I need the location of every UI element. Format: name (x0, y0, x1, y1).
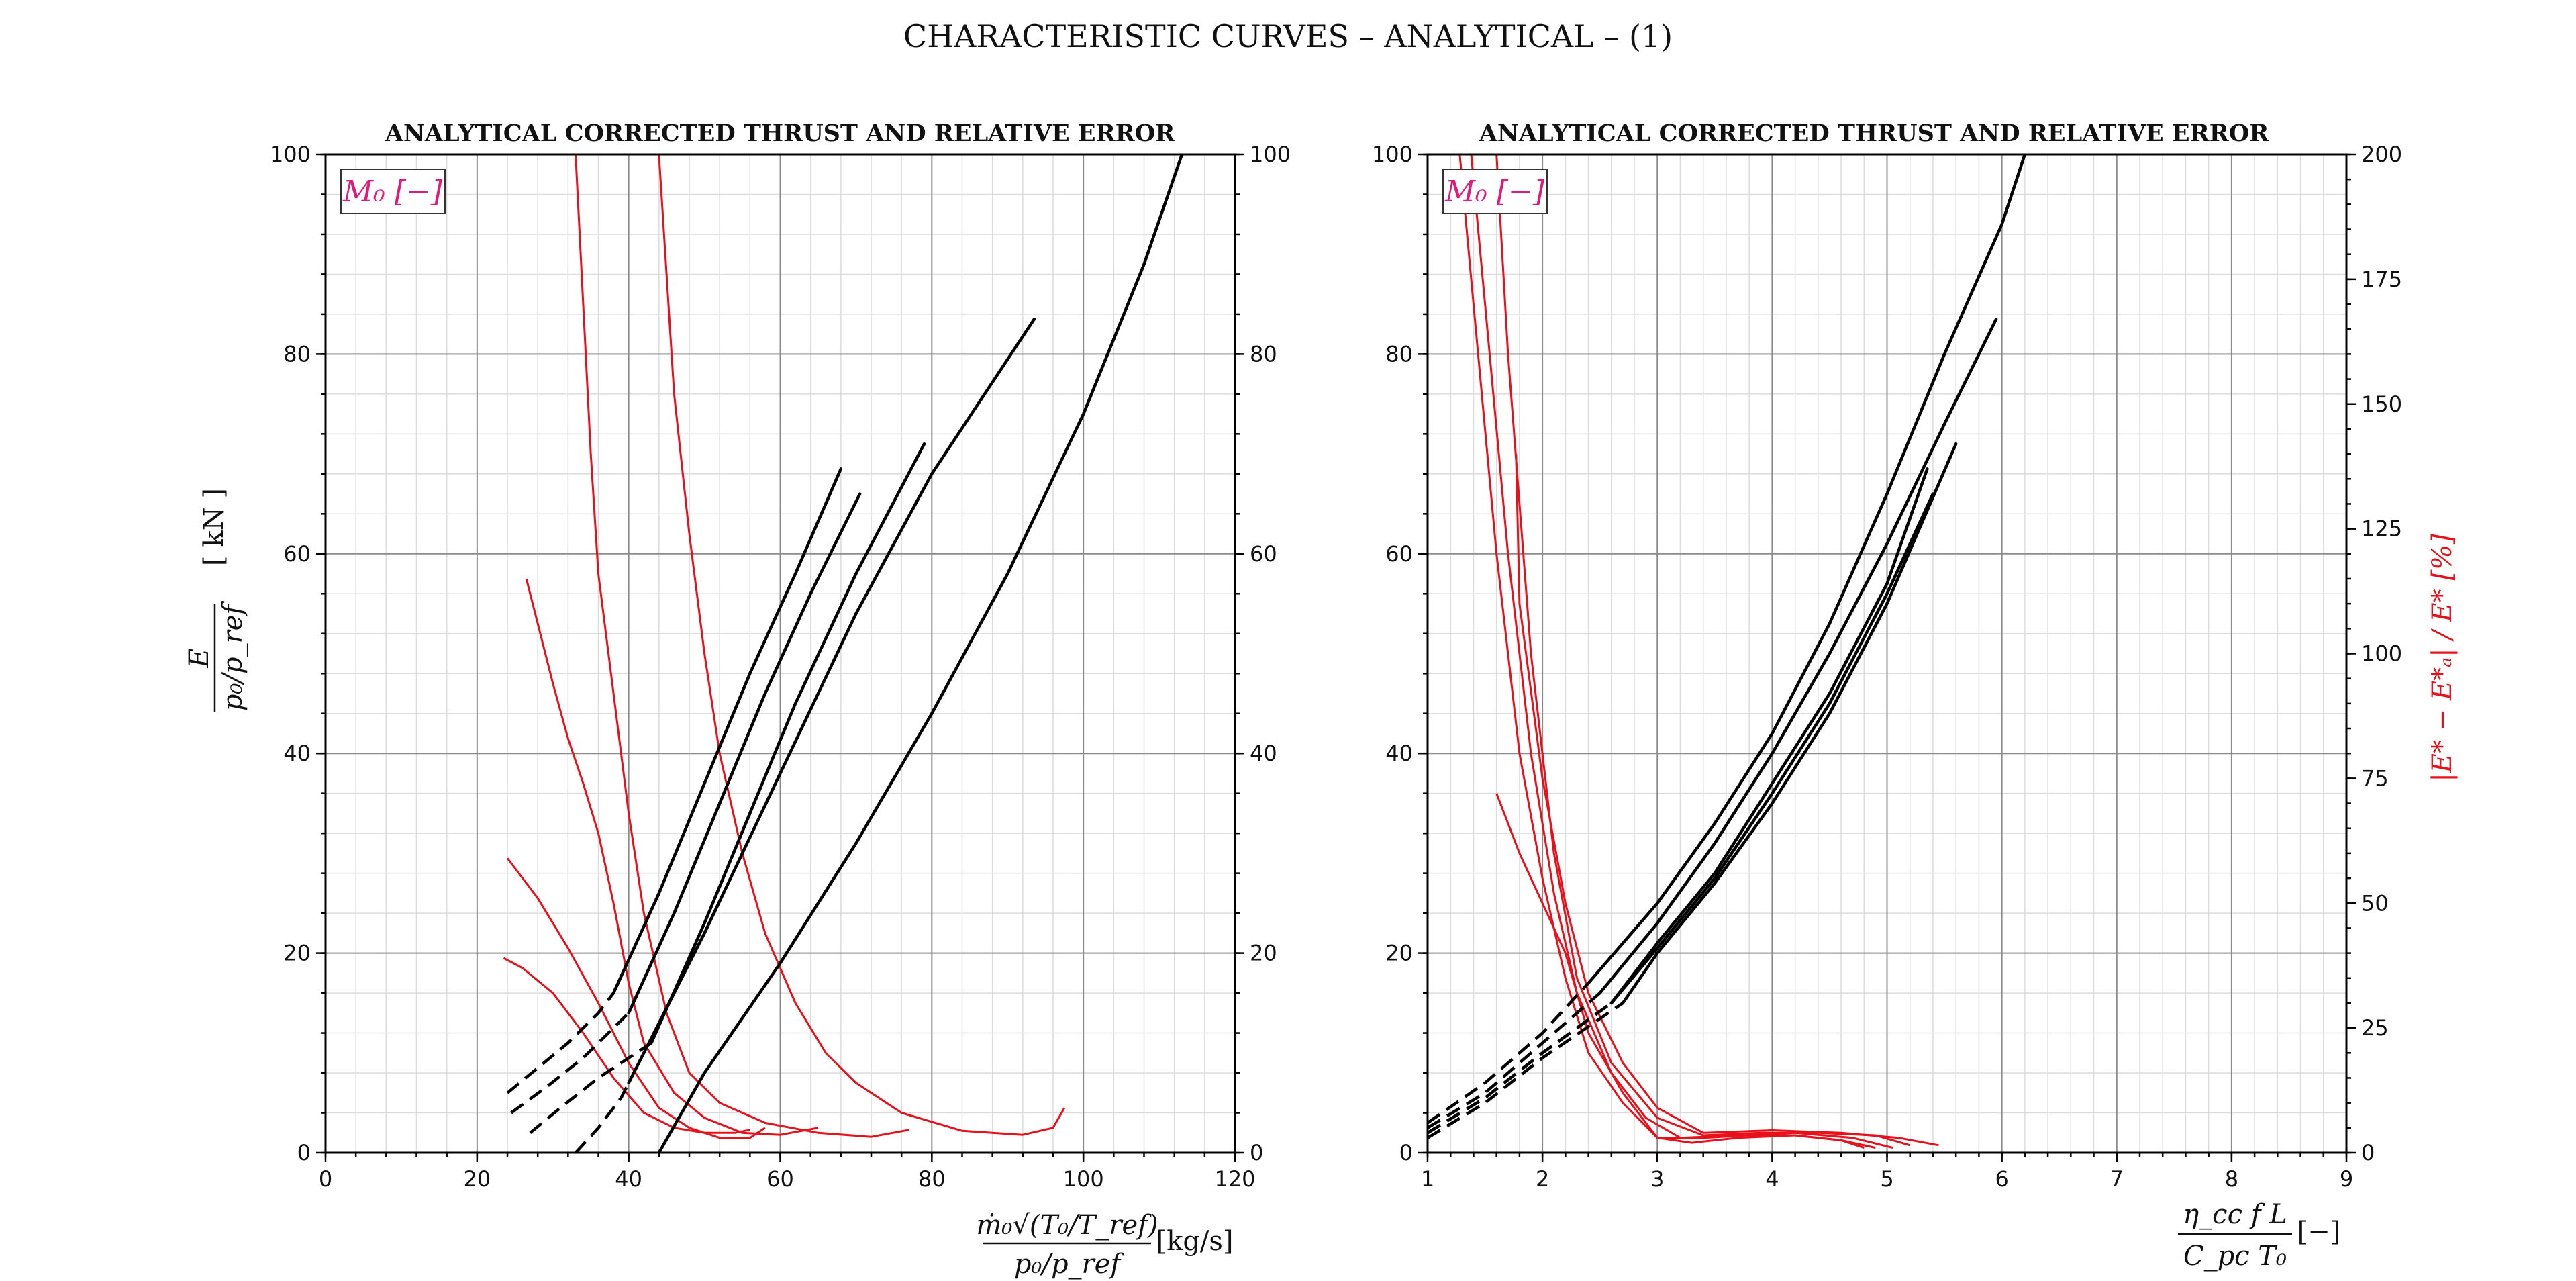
y2-tick-label: 20 (1250, 941, 1277, 966)
y-tick-label: 0 (1399, 1140, 1413, 1166)
y2-tick-label: 150 (2361, 391, 2402, 417)
thrust-curve-dashed-2 (1428, 992, 1601, 1129)
x-tick-label: 9 (2340, 1166, 2353, 1192)
y2-tick-label: 50 (2361, 890, 2389, 916)
y-tick-label: 60 (283, 541, 311, 567)
y-tick-label: 80 (1385, 341, 1413, 367)
thrust-curve-5 (1621, 442, 1958, 1005)
thrust-curve-3 (650, 442, 926, 1045)
thrust-curve-2 (627, 492, 862, 1015)
y-tick-label: 20 (1385, 941, 1413, 966)
thrust-curve-dashed-4 (574, 1082, 630, 1153)
left-y-axis-label: E p₀/p_ref [ kN ] (184, 488, 248, 712)
y-label-numerator: E (184, 648, 215, 668)
thrust-curve-1 (611, 467, 843, 995)
y-tick-label: 100 (1372, 142, 1413, 167)
thrust-curve-dashed-3 (529, 1041, 652, 1135)
thrust-curve-3 (1609, 467, 1929, 1005)
x-tick-label: 1 (1421, 1166, 1434, 1192)
x-tick-label: 80 (918, 1166, 946, 1192)
x-label-numerator: ṁ₀√(T₀/T_ref) (976, 1210, 1158, 1241)
y-label-denominator: p₀/p_ref (217, 601, 248, 712)
y2-label-text: |E* − E*ₐ| / E* [%] (2427, 534, 2458, 782)
thrust-curve-2 (1598, 318, 1998, 995)
thrust-curve-dashed-5 (1428, 1002, 1624, 1139)
y-tick-label: 60 (1385, 541, 1413, 567)
right-chart-curves (1428, 154, 2027, 1149)
x-tick-label: 6 (1995, 1166, 2008, 1192)
x-label-numerator: η_cc f L (2183, 1199, 2287, 1230)
x-label-denominator: C_pc T₀ (2183, 1241, 2287, 1272)
x-tick-label: 120 (1214, 1166, 1255, 1192)
error-curve-1 (503, 957, 750, 1134)
y2-tick-label: 60 (1250, 541, 1277, 567)
right-chart-title: ANALYTICAL CORRECTED THRUST AND RELATIVE… (1479, 120, 2269, 147)
y2-tick-label: 125 (2361, 516, 2402, 542)
y2-tick-label: 175 (2361, 267, 2402, 292)
error-curve-5 (1515, 454, 1939, 1147)
y-label-unit: [ kN ] (199, 488, 230, 566)
x-label-denominator: p₀/p_ref (1014, 1249, 1125, 1280)
y2-tick-label: 80 (1250, 341, 1277, 367)
x-label-unit: [−] (2297, 1217, 2341, 1247)
x-tick-label: 4 (1765, 1166, 1779, 1192)
y2-tick-label: 100 (2361, 641, 2402, 667)
y-tick-label: 100 (270, 142, 311, 167)
x-tick-label: 20 (463, 1166, 491, 1192)
y-tick-label: 80 (283, 341, 311, 367)
y2-tick-label: 25 (2361, 1015, 2389, 1041)
x-tick-label: 2 (1536, 1166, 1549, 1192)
thrust-curve-1 (1587, 154, 2027, 985)
y2-tick-label: 75 (2361, 765, 2389, 791)
x-tick-label: 8 (2225, 1166, 2238, 1192)
x-tick-label: 60 (766, 1166, 794, 1192)
right-chart-ticks: 1 2 3 4 5 6 7 8 90204060801000255075100125150175… (1372, 142, 2402, 1192)
error-curve-3 (525, 578, 819, 1136)
x-tick-label: 5 (1880, 1166, 1893, 1192)
y-tick-label: 0 (297, 1140, 311, 1166)
y2-tick-label: 100 (1250, 142, 1291, 167)
right-y2-axis-label: |E* − E*ₐ| / E* [%] (2427, 534, 2458, 782)
figure-title: CHARACTERISTIC CURVES – ANALYTICAL – (1) (903, 18, 1673, 54)
y-tick-label: 40 (1385, 741, 1413, 766)
x-tick-label: 100 (1063, 1166, 1104, 1192)
right-chart-grid (1427, 154, 2347, 1153)
error-curve-4 (575, 154, 909, 1138)
legend-mach-label: M₀ [−] (1444, 175, 1545, 209)
legend-mach-label: M₀ [−] (342, 175, 443, 209)
left-chart-curves (503, 154, 1184, 1153)
left-chart-legend: M₀ [−] (340, 169, 446, 214)
left-chart-grid (325, 154, 1236, 1153)
thrust-curve-dashed-4 (1428, 1002, 1613, 1135)
y2-tick-label: 200 (2361, 142, 2402, 167)
thrust-curve-5 (657, 154, 1184, 1153)
thrust-curve-dashed-1 (506, 992, 615, 1094)
x-tick-label: 3 (1650, 1166, 1664, 1192)
error-curve-2 (1458, 154, 1876, 1149)
left-x-axis-label: ṁ₀√(T₀/T_ref) p₀/p_ref [kg/s] (976, 1210, 1233, 1280)
x-tick-label: 40 (615, 1166, 642, 1192)
y-tick-label: 20 (283, 941, 311, 966)
thrust-curve-dashed-1 (1428, 982, 1590, 1125)
error-curve-2 (506, 857, 766, 1139)
thrust-curve-4 (627, 318, 1036, 1085)
right-x-axis-label: η_cc f L C_pc T₀ [−] (2178, 1199, 2340, 1272)
x-label-unit: [kg/s] (1156, 1226, 1233, 1257)
y2-tick-label: 0 (2361, 1140, 2375, 1166)
y2-tick-label: 0 (1250, 1140, 1263, 1166)
y-tick-label: 40 (283, 741, 311, 766)
x-tick-label: 0 (319, 1166, 332, 1192)
right-chart-legend: M₀ [−] (1442, 169, 1548, 214)
thrust-curve-4 (1609, 492, 1935, 1005)
left-chart-panel: ANALYTICAL CORRECTED THRUST AND RELATIVE… (184, 120, 1291, 1280)
thrust-curve-dashed-2 (510, 1012, 630, 1114)
y2-tick-label: 40 (1250, 741, 1277, 766)
right-chart-panel: ANALYTICAL CORRECTED THRUST AND RELATIVE… (1372, 120, 2458, 1272)
left-chart-title: ANALYTICAL CORRECTED THRUST AND RELATIVE… (385, 120, 1175, 147)
error-curve-5 (658, 154, 1066, 1136)
x-tick-label: 7 (2110, 1166, 2124, 1192)
